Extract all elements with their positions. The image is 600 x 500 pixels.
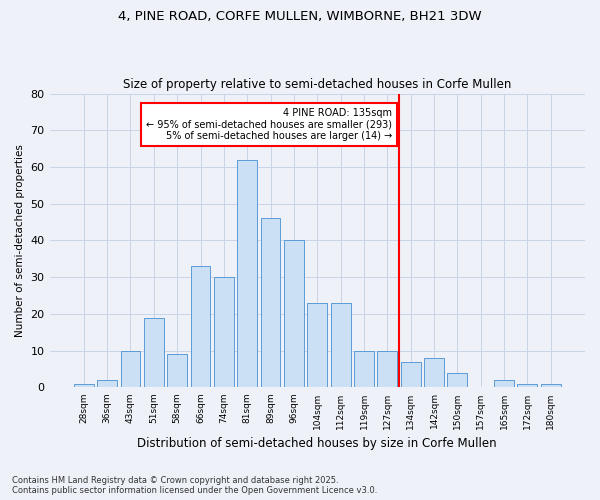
Bar [354, 350, 374, 388]
Bar [448, 372, 467, 388]
Bar [377, 350, 397, 388]
Bar [238, 160, 257, 388]
X-axis label: Distribution of semi-detached houses by size in Corfe Mullen: Distribution of semi-detached houses by … [137, 437, 497, 450]
Bar [284, 240, 304, 388]
Y-axis label: Number of semi-detached properties: Number of semi-detached properties [15, 144, 25, 337]
Bar [517, 384, 538, 388]
Bar [74, 384, 94, 388]
Bar [191, 266, 211, 388]
Bar [307, 303, 327, 388]
Bar [121, 350, 140, 388]
Bar [167, 354, 187, 388]
Bar [260, 218, 280, 388]
Bar [331, 303, 350, 388]
Bar [424, 358, 444, 388]
Bar [494, 380, 514, 388]
Bar [401, 362, 421, 388]
Bar [144, 318, 164, 388]
Bar [97, 380, 117, 388]
Text: Contains HM Land Registry data © Crown copyright and database right 2025.
Contai: Contains HM Land Registry data © Crown c… [12, 476, 377, 495]
Text: 4 PINE ROAD: 135sqm
← 95% of semi-detached houses are smaller (293)
5% of semi-d: 4 PINE ROAD: 135sqm ← 95% of semi-detach… [146, 108, 392, 142]
Bar [214, 277, 234, 388]
Title: Size of property relative to semi-detached houses in Corfe Mullen: Size of property relative to semi-detach… [123, 78, 511, 91]
Text: 4, PINE ROAD, CORFE MULLEN, WIMBORNE, BH21 3DW: 4, PINE ROAD, CORFE MULLEN, WIMBORNE, BH… [118, 10, 482, 23]
Bar [541, 384, 560, 388]
